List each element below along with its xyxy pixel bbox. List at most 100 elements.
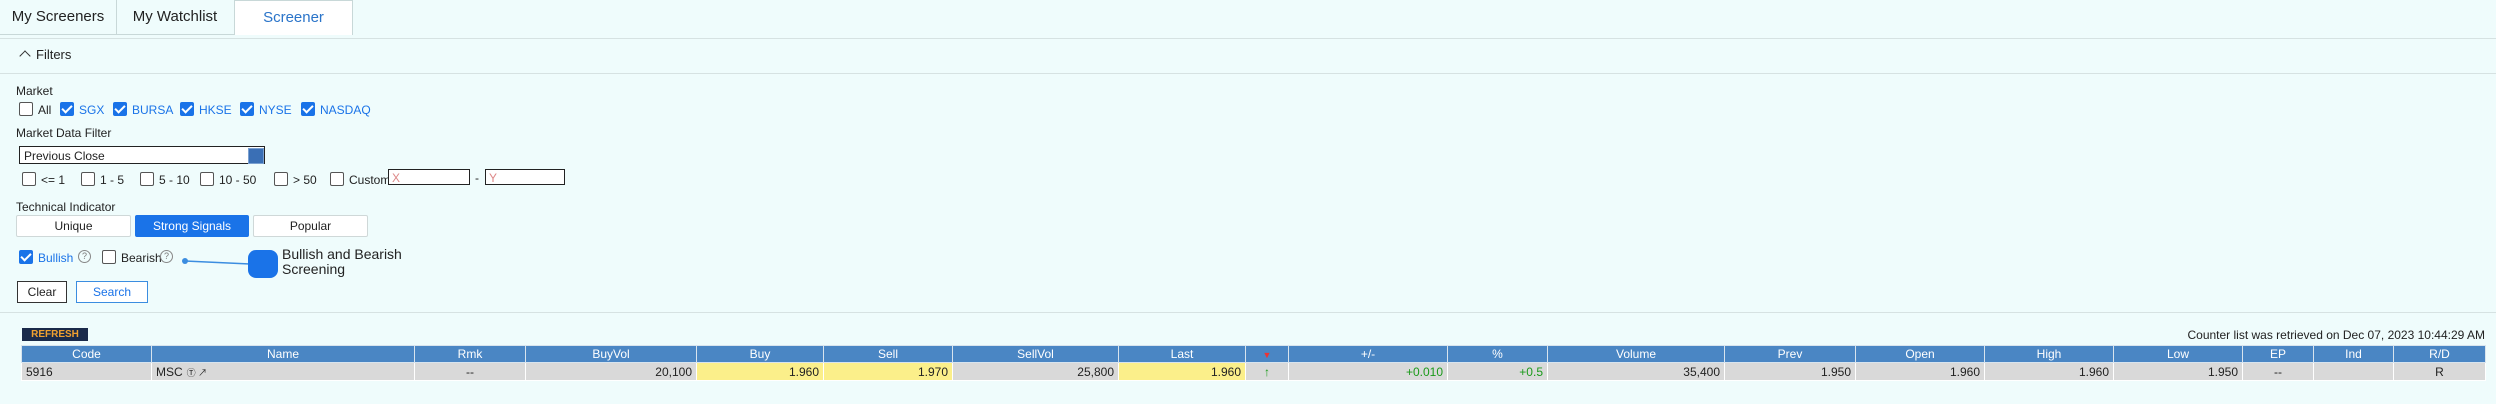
cell: 1.950 bbox=[2113, 362, 2243, 381]
column-header[interactable]: EP bbox=[2242, 345, 2314, 363]
cell: 1.970 bbox=[823, 362, 953, 381]
checkbox-label: <= 1 bbox=[41, 173, 66, 187]
select[interactable]: Previous Close bbox=[19, 146, 265, 164]
ti-label: Technical Indicator bbox=[16, 200, 116, 214]
checkbox-label: BURSA bbox=[132, 103, 174, 117]
market-option[interactable]: BURSA bbox=[113, 102, 173, 117]
cell: 25,800 bbox=[952, 362, 1119, 381]
callout-line bbox=[184, 260, 251, 265]
cell bbox=[2313, 362, 2394, 381]
stock-icons[interactable]: Ⓣ ↗ bbox=[186, 367, 208, 378]
mdf-label: Market Data Filter bbox=[16, 126, 112, 140]
checkbox[interactable] bbox=[140, 172, 154, 186]
column-header[interactable]: Ind bbox=[2313, 345, 2394, 363]
cell: +0.5 bbox=[1447, 362, 1548, 381]
column-header[interactable]: Prev bbox=[1724, 345, 1856, 363]
checkbox-label: All bbox=[38, 103, 52, 117]
market-option[interactable]: SGX bbox=[60, 102, 104, 117]
checkbox[interactable] bbox=[102, 250, 116, 264]
cell: 5916 bbox=[21, 362, 152, 381]
column-header[interactable]: Sell bbox=[823, 345, 953, 363]
cell: ↑ bbox=[1245, 362, 1289, 381]
market-option[interactable]: All bbox=[19, 102, 51, 117]
cell: R bbox=[2393, 362, 2486, 381]
market-option[interactable]: NASDAQ bbox=[301, 102, 371, 117]
checkbox[interactable] bbox=[81, 172, 95, 186]
select-arrow[interactable] bbox=[248, 148, 264, 164]
refresh-button[interactable]: REFRESH bbox=[22, 328, 88, 341]
cell: 1.960 bbox=[1984, 362, 2114, 381]
range-option[interactable]: > 50 bbox=[274, 172, 317, 187]
tab[interactable]: My Screeners bbox=[0, 0, 117, 35]
column-header[interactable]: BuyVol bbox=[525, 345, 697, 363]
market-label: Market bbox=[16, 84, 53, 98]
checkbox-label: 1 - 5 bbox=[100, 173, 125, 187]
checkbox[interactable] bbox=[113, 102, 127, 116]
column-header[interactable]: Last bbox=[1118, 345, 1246, 363]
market-option[interactable]: HKSE bbox=[180, 102, 232, 117]
search-button[interactable]: Search bbox=[76, 281, 148, 303]
callout-text: Bullish and Bearish Screening bbox=[282, 246, 402, 277]
cell: 20,100 bbox=[525, 362, 697, 381]
indicator-button[interactable]: Popular bbox=[253, 215, 368, 237]
checkbox-label: Bearish bbox=[121, 251, 162, 265]
help-icon[interactable]: ? bbox=[78, 250, 91, 263]
checkbox[interactable] bbox=[240, 102, 254, 116]
checkbox[interactable] bbox=[274, 172, 288, 186]
separator bbox=[0, 312, 2496, 313]
column-header[interactable]: % bbox=[1447, 345, 1548, 363]
cell: 1.950 bbox=[1724, 362, 1856, 381]
indicator-button[interactable]: Strong Signals bbox=[135, 215, 249, 237]
range-option[interactable]: 10 - 50 bbox=[200, 172, 256, 187]
checkbox-label: NYSE bbox=[259, 103, 292, 117]
checkbox-label: 10 - 50 bbox=[219, 173, 257, 187]
range-option[interactable]: 5 - 10 bbox=[140, 172, 190, 187]
cell: 1.960 bbox=[1118, 362, 1246, 381]
checkbox[interactable] bbox=[180, 102, 194, 116]
clear-button[interactable]: Clear bbox=[17, 281, 67, 303]
tab[interactable]: Screener bbox=[234, 0, 353, 35]
cell: 1.960 bbox=[696, 362, 824, 381]
checkbox-label: Custom bbox=[349, 173, 391, 187]
checkbox[interactable] bbox=[22, 172, 36, 186]
retrieved-note: Counter list was retrieved on Dec 07, 20… bbox=[2187, 328, 2485, 342]
signal-option[interactable]: Bearish bbox=[102, 250, 162, 265]
header-row: Code Name Rmk BuyVol Buy Sell SellVol Last ▼ +/-%… bbox=[21, 345, 2486, 363]
callout-dot bbox=[182, 258, 188, 264]
checkbox[interactable] bbox=[19, 250, 33, 264]
cell: -- bbox=[2242, 362, 2314, 381]
market-option[interactable]: NYSE bbox=[240, 102, 292, 117]
column-header[interactable]: SellVol bbox=[952, 345, 1119, 363]
checkbox[interactable] bbox=[19, 102, 33, 116]
search-text: Search bbox=[92, 285, 132, 299]
indicator-button[interactable]: Unique bbox=[16, 215, 131, 237]
results-table: Code Name Rmk BuyVol Buy Sell SellVol Last ▼ +/-%… bbox=[21, 345, 2486, 381]
checkbox-label: HKSE bbox=[199, 103, 232, 117]
range-option[interactable]: 1 - 5 bbox=[81, 172, 124, 187]
checkbox[interactable] bbox=[60, 102, 74, 116]
checkbox-label: > 50 bbox=[293, 173, 317, 187]
cell: -- bbox=[414, 362, 526, 381]
custom-option[interactable]: Custom bbox=[330, 172, 390, 187]
custom-to[interactable]: Y bbox=[485, 169, 565, 185]
callout-badge bbox=[248, 250, 278, 278]
range-option[interactable]: <= 1 bbox=[22, 172, 65, 187]
checkbox-label: NASDAQ bbox=[320, 103, 371, 117]
checkbox-label: 5 - 10 bbox=[159, 173, 190, 187]
checkbox[interactable] bbox=[301, 102, 315, 116]
column-header[interactable]: Low bbox=[2113, 345, 2243, 363]
help-icon[interactable]: ? bbox=[160, 250, 173, 263]
data-row[interactable]: 5916 MSC Ⓣ ↗ -- 20,100 1.960 1.970 25,800 1.960 ↑… bbox=[21, 362, 2486, 381]
filters-title[interactable]: Filters bbox=[36, 47, 72, 62]
cell: 1.960 bbox=[1855, 362, 1985, 381]
custom-from[interactable]: X bbox=[388, 169, 470, 185]
column-header[interactable]: ▼ bbox=[1245, 345, 1289, 363]
checkbox[interactable] bbox=[330, 172, 344, 186]
cell: +0.010 bbox=[1288, 362, 1448, 381]
signal-option[interactable]: Bullish bbox=[19, 250, 73, 265]
column-header[interactable]: Volume bbox=[1547, 345, 1725, 363]
checkbox[interactable] bbox=[200, 172, 214, 186]
checkbox-label: SGX bbox=[79, 103, 105, 117]
